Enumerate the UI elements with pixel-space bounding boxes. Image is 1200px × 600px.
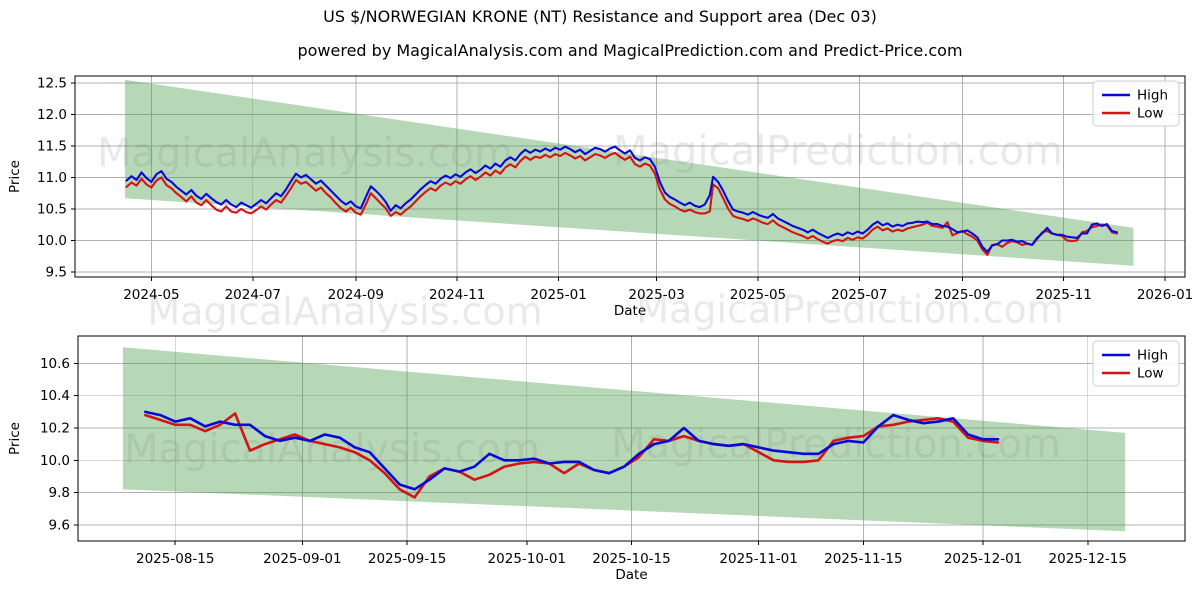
x-tick-label: 2024-05 xyxy=(123,287,179,303)
chart-1: 2024-05 2024-07 2024-09 2024-11 2025-01 2025-… xyxy=(7,75,1193,319)
low-line xyxy=(144,412,1000,499)
x-tick-label: 2025-09-01 xyxy=(263,551,341,567)
y-tick-label: 12.5 xyxy=(37,75,67,91)
tick-marks xyxy=(74,362,1089,545)
plot-background-1 xyxy=(75,76,1185,277)
x-tick-label: 2025-07 xyxy=(831,287,887,303)
chart-2: 2025-08-15 2025-09-01 2025-09-15 2025-10-01… xyxy=(7,335,1186,583)
watermark-text: MagicalAnalysis.com xyxy=(97,130,513,176)
x-tick-label: 2025-11-01 xyxy=(719,551,797,567)
y-tick-label: 12.0 xyxy=(37,107,67,123)
y-tick-label: 10.0 xyxy=(37,233,67,249)
legend-box xyxy=(1092,340,1180,387)
plot-background-2 xyxy=(78,336,1185,541)
watermark-text: MagicalPrediction.com xyxy=(636,288,1064,332)
tick-marks xyxy=(71,82,1166,281)
support-resistance-band xyxy=(122,347,1126,532)
x-tick-label: 2025-11 xyxy=(1035,287,1091,303)
watermark-text: MagicalAnalysis.com xyxy=(124,426,540,472)
legend-label: High xyxy=(1137,348,1168,364)
chart-title: US $/NORWEGIAN KRONE (NT) Resistance and… xyxy=(323,7,877,26)
y-tick-label: 11.5 xyxy=(37,138,67,154)
y-tick-label: 10.4 xyxy=(40,388,70,404)
chart-subtitle: powered by MagicalAnalysis.com and Magic… xyxy=(297,41,963,60)
x-tick-label: 2026-01 xyxy=(1137,287,1193,303)
y-axis-label: Price xyxy=(7,422,23,455)
legend-label: Low xyxy=(1137,106,1164,122)
y-tick-label: 10.0 xyxy=(40,453,70,469)
high-line xyxy=(144,410,1000,491)
watermark-text: MagicalPrediction.com xyxy=(613,128,1063,174)
x-tick-label: 2024-09 xyxy=(328,287,384,303)
y-tick-label: 10.6 xyxy=(40,356,70,372)
grid xyxy=(75,76,1185,277)
axis-spine xyxy=(74,75,1186,278)
watermark-text: MagicalAnalysis.com xyxy=(147,290,542,334)
y-tick-label: 9.8 xyxy=(49,485,70,501)
legend: High Low xyxy=(1092,340,1180,387)
legend-label: Low xyxy=(1137,366,1164,382)
y-tick-label: 11.0 xyxy=(37,170,67,186)
high-line xyxy=(125,145,1118,253)
legend: High Low xyxy=(1092,80,1180,127)
support-resistance-band xyxy=(124,79,1134,266)
x-tick-label: 2025-10-01 xyxy=(488,551,566,567)
x-tick-label: 2025-11-15 xyxy=(824,551,902,567)
x-tick-label: 2025-01 xyxy=(530,287,586,303)
x-tick-label: 2024-11 xyxy=(429,287,485,303)
y-tick-label: 9.5 xyxy=(46,264,67,280)
x-tick-label: 2025-05 xyxy=(730,287,786,303)
low-line xyxy=(125,151,1118,256)
x-tick-label: 2025-10-15 xyxy=(592,551,670,567)
x-tick-label: 2025-03 xyxy=(628,287,684,303)
x-axis-label: Date xyxy=(614,303,646,319)
y-tick-label: 9.6 xyxy=(49,517,70,533)
y-axis-label: Price xyxy=(7,160,23,193)
x-tick-label: 2025-12-01 xyxy=(944,551,1022,567)
x-tick-label: 2025-08-15 xyxy=(136,551,214,567)
x-tick-label: 2025-12-15 xyxy=(1049,551,1127,567)
y-tick-label: 10.2 xyxy=(40,421,70,437)
plot-area xyxy=(75,76,1185,277)
y-tick-label: 10.5 xyxy=(37,201,67,217)
watermarks: MagicalAnalysis.com MagicalPrediction.com… xyxy=(97,128,1064,472)
legend-box xyxy=(1092,80,1180,127)
x-tick-label: 2025-09 xyxy=(934,287,990,303)
x-axis-label: Date xyxy=(615,567,647,583)
x-tick-label: 2025-09-15 xyxy=(368,551,446,567)
legend-label: High xyxy=(1137,88,1168,104)
x-tick-label: 2024-07 xyxy=(225,287,281,303)
